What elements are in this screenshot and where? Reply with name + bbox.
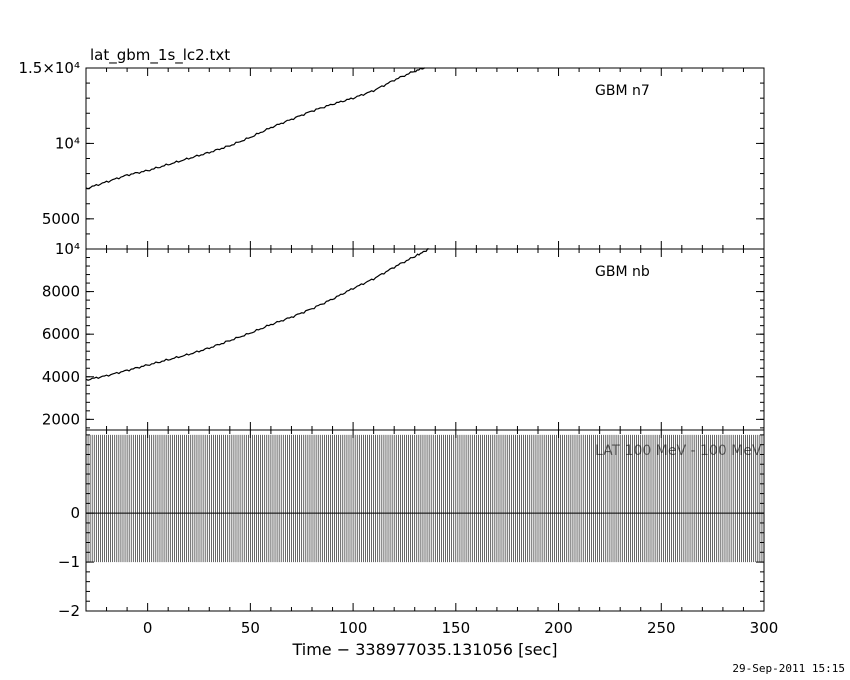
y-tick-label: 6000 [42,325,80,343]
x-tick-label: 250 [647,619,676,637]
x-tick-label: 150 [441,619,470,637]
y-tick-label: 1.5×10⁴ [18,59,80,77]
x-tick-label: 100 [339,619,368,637]
panel-frame [85,248,765,431]
y-tick-label: 4000 [42,368,80,386]
x-tick-label: 0 [143,619,153,637]
x-tick-label: 300 [750,619,779,637]
x-tick-label: 50 [241,619,260,637]
series-label: GBM nb [595,264,650,280]
y-tick-label: 5000 [42,210,80,228]
series-line [85,67,426,190]
file-title: lat_gbm_1s_lc2.txt [90,46,230,65]
y-tick-label: 8000 [42,283,80,301]
y-tick-label: 10⁴ [55,240,80,258]
panel-gbm-n7: 1.5×10⁴ 10⁴ 5000 GBM n7 [18,59,765,250]
y-tick-label: −2 [58,602,80,620]
x-axis-label: Time − 338977035.131056 [sec] [291,640,557,659]
x-tick-label: 200 [544,619,573,637]
timestamp: 29-Sep-2011 15:15 [732,662,845,675]
panel-gbm-nb: 10⁴ 8000 6000 4000 2000 GBM nb [42,240,765,431]
panel-lat: 0 −1 −2 LAT 100 MeV - 100 MeV 0 50 100 150 200 25… [58,429,779,637]
y-tick-label: −1 [58,553,80,571]
y-tick-label: 0 [70,504,80,522]
series-label: LAT 100 MeV - 100 MeV [595,443,762,459]
y-tick-label: 10⁴ [55,134,80,152]
series-label: GBM n7 [595,83,650,99]
y-tick-label: 2000 [42,410,80,428]
series-line [85,248,430,381]
